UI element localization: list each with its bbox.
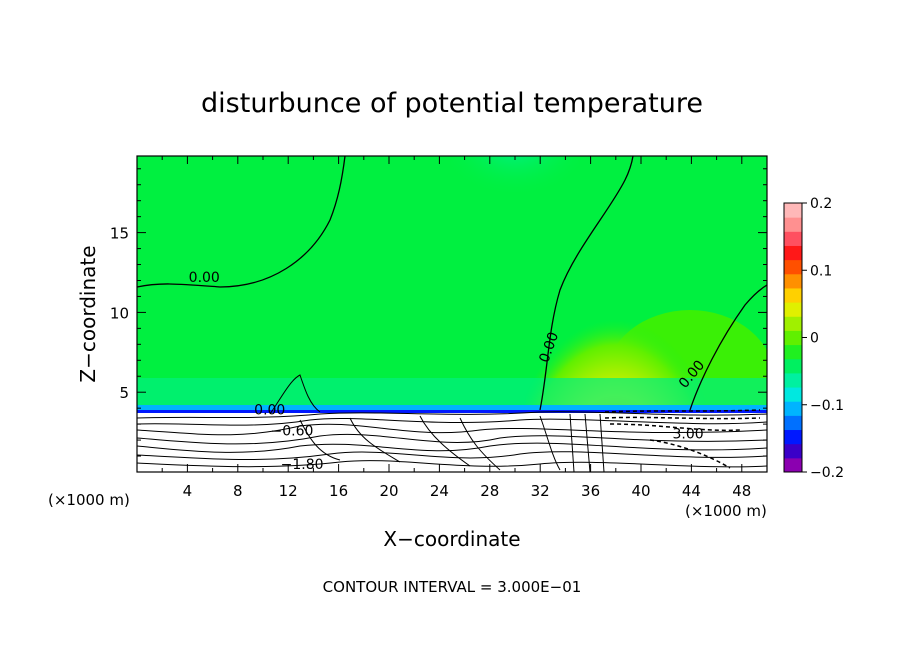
x-tick-label: 24 xyxy=(430,482,449,500)
y-tick-label: 10 xyxy=(110,304,129,322)
colorbar-swatch xyxy=(784,231,802,246)
y-axis-ticks: 5 10 15 xyxy=(110,168,767,457)
colorbar-swatch xyxy=(784,358,802,374)
colorbar-swatch xyxy=(784,415,802,431)
colorbar-swatch xyxy=(784,302,802,317)
colorbar-swatch xyxy=(784,443,802,459)
contour-interval-note: CONTOUR INTERVAL = 3.000E−01 xyxy=(323,578,582,596)
x-tick-label: 44 xyxy=(682,482,701,500)
colorbar-swatch xyxy=(784,401,802,416)
y-axis-label: Z−coordinate xyxy=(76,245,100,382)
zero-contours xyxy=(137,156,767,411)
x-unit-right: (×1000 m) xyxy=(685,502,767,520)
x-unit-left: (×1000 m) xyxy=(48,491,130,509)
cool-layer xyxy=(137,378,767,408)
colorbar-swatch xyxy=(784,344,802,360)
boundary-layer-contours xyxy=(137,374,767,472)
inversion-band-blue xyxy=(137,405,767,410)
x-tick-label: 40 xyxy=(631,482,650,500)
y-tick-label: 5 xyxy=(119,384,129,402)
x-tick-label: 32 xyxy=(531,482,550,500)
weak-negative-region xyxy=(450,156,580,215)
colorbar-tick-label: −0.2 xyxy=(810,465,844,481)
colorbar-swatch xyxy=(784,372,802,388)
x-tick-label: 16 xyxy=(329,482,348,500)
contour-label: −1.80 xyxy=(281,457,324,473)
chart-title: disturbunce of potential temperature xyxy=(201,88,703,119)
contour-label: 3.00 xyxy=(673,426,704,442)
x-tick-label: 48 xyxy=(732,482,751,500)
x-axis-label: X−coordinate xyxy=(383,527,520,551)
x-tick-label: 12 xyxy=(279,482,298,500)
colorbar-tick-label: −0.1 xyxy=(810,398,844,414)
colorbar-ticks: 0.2 0.1 0 −0.1 −0.2 xyxy=(802,196,844,481)
colorbar-swatch xyxy=(784,273,802,289)
colorbar-tick-label: 0 xyxy=(810,331,819,347)
inversion-band-dark xyxy=(137,410,767,413)
dashed-contours xyxy=(604,409,761,469)
x-axis-ticks: 4 8 12 16 20 24 28 32 36 40 44 48 xyxy=(161,156,751,500)
colorbar-tick-label: 0.1 xyxy=(810,263,832,279)
colorbar xyxy=(783,202,803,473)
contour-label: 0.00 xyxy=(254,403,285,419)
colorbar-swatch xyxy=(784,259,802,275)
colorbar-swatch xyxy=(784,287,802,303)
colorbar-tick-label: 0.2 xyxy=(810,196,832,212)
y-tick-label: 15 xyxy=(110,225,129,243)
colorbar-swatch xyxy=(784,203,802,218)
plot-area xyxy=(137,156,767,472)
colorbar-swatch xyxy=(784,457,802,473)
plot-frame xyxy=(136,155,768,473)
colorbar-swatch xyxy=(784,387,802,402)
x-tick-label: 4 xyxy=(183,482,193,500)
colorbar-swatch xyxy=(784,245,802,261)
x-tick-label: 8 xyxy=(233,482,243,500)
colorbar-swatch xyxy=(784,316,802,331)
x-tick-label: 36 xyxy=(581,482,600,500)
x-tick-label: 28 xyxy=(480,482,499,500)
contour-label: −0.60 xyxy=(271,423,314,439)
colorbar-swatch xyxy=(784,217,802,232)
x-tick-label: 20 xyxy=(379,482,398,500)
contour-label: 0.00 xyxy=(189,270,220,286)
colorbar-swatch xyxy=(784,429,802,445)
colorbar-swatch xyxy=(784,330,802,346)
